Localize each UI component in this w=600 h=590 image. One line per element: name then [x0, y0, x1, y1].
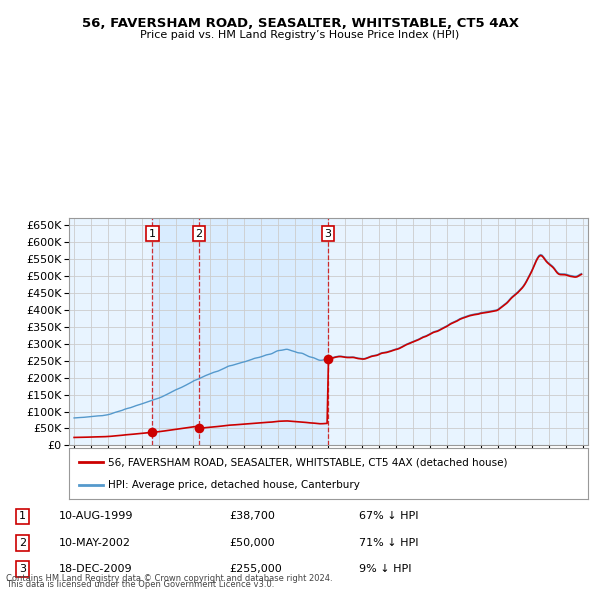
Text: 71% ↓ HPI: 71% ↓ HPI — [359, 538, 418, 548]
Text: 10-MAY-2002: 10-MAY-2002 — [59, 538, 131, 548]
Text: This data is licensed under the Open Government Licence v3.0.: This data is licensed under the Open Gov… — [6, 581, 274, 589]
Text: £50,000: £50,000 — [229, 538, 275, 548]
Text: 1: 1 — [19, 512, 26, 522]
Text: Contains HM Land Registry data © Crown copyright and database right 2024.: Contains HM Land Registry data © Crown c… — [6, 574, 332, 583]
Text: HPI: Average price, detached house, Canterbury: HPI: Average price, detached house, Cant… — [108, 480, 360, 490]
Text: 3: 3 — [19, 564, 26, 574]
Text: 67% ↓ HPI: 67% ↓ HPI — [359, 512, 418, 522]
Text: £255,000: £255,000 — [229, 564, 282, 574]
Text: 10-AUG-1999: 10-AUG-1999 — [59, 512, 133, 522]
Text: 18-DEC-2009: 18-DEC-2009 — [59, 564, 133, 574]
Text: 1: 1 — [149, 228, 156, 238]
Text: 56, FAVERSHAM ROAD, SEASALTER, WHITSTABLE, CT5 4AX (detached house): 56, FAVERSHAM ROAD, SEASALTER, WHITSTABL… — [108, 457, 508, 467]
Text: 2: 2 — [196, 228, 202, 238]
Bar — [152, 218, 328, 445]
Text: 3: 3 — [325, 228, 331, 238]
Text: 9% ↓ HPI: 9% ↓ HPI — [359, 564, 412, 574]
Text: £38,700: £38,700 — [229, 512, 275, 522]
Text: Price paid vs. HM Land Registry’s House Price Index (HPI): Price paid vs. HM Land Registry’s House … — [140, 30, 460, 40]
Text: 2: 2 — [19, 538, 26, 548]
Text: 56, FAVERSHAM ROAD, SEASALTER, WHITSTABLE, CT5 4AX: 56, FAVERSHAM ROAD, SEASALTER, WHITSTABL… — [82, 17, 518, 30]
